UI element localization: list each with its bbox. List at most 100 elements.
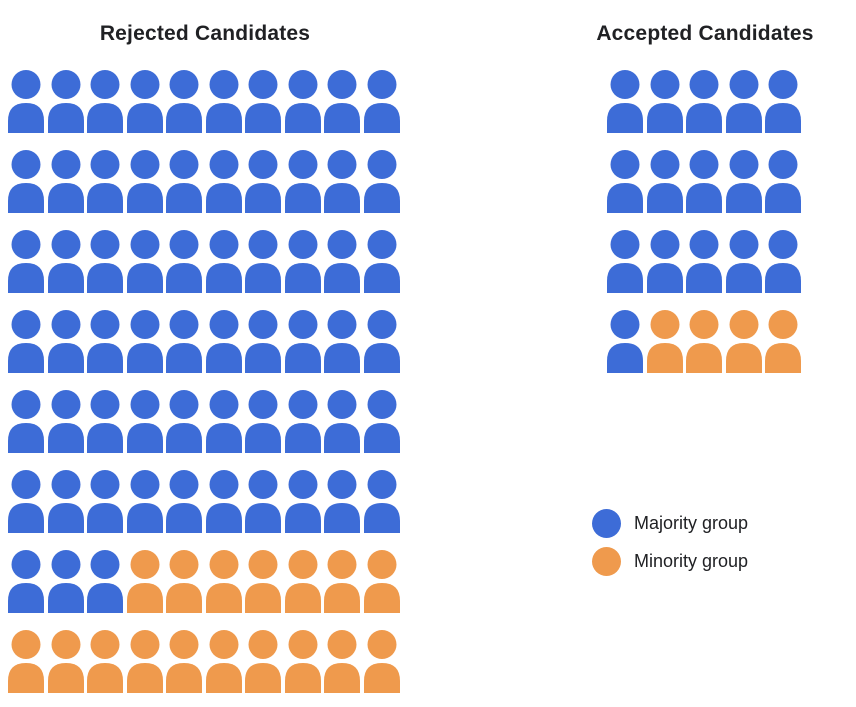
person-icon (607, 70, 643, 133)
person-icon (205, 70, 242, 133)
person-icon (284, 470, 321, 533)
person-icon (686, 70, 722, 133)
person-icon (363, 70, 400, 133)
person-icon (646, 150, 683, 213)
person-icon (765, 150, 801, 213)
person-icon (607, 150, 643, 213)
person-icon (725, 70, 762, 133)
person-icon (324, 150, 360, 213)
person-icon (126, 390, 163, 453)
person-icon (166, 70, 202, 133)
person-icon (87, 150, 123, 213)
person-icon (245, 230, 281, 293)
person-icon (324, 470, 360, 533)
person-icon (8, 470, 44, 533)
person-icon (245, 470, 281, 533)
person-icon (8, 390, 44, 453)
person-icon (725, 150, 762, 213)
person-icon (686, 310, 722, 373)
person-icon (646, 310, 683, 373)
person-icon (8, 150, 44, 213)
person-icon (47, 390, 84, 453)
person-icon (166, 230, 202, 293)
person-icon (646, 230, 683, 293)
person-icon (8, 550, 44, 613)
person-icon (47, 550, 84, 613)
person-icon (87, 550, 123, 613)
person-icon (47, 630, 84, 693)
person-icon (686, 230, 722, 293)
person-icon (363, 550, 400, 613)
person-icon (363, 310, 400, 373)
person-icon (245, 630, 281, 693)
person-icon (126, 310, 163, 373)
person-icon (166, 550, 202, 613)
person-icon (87, 470, 123, 533)
person-icon (87, 230, 123, 293)
person-icon (126, 150, 163, 213)
rejected-candidates-grid (8, 70, 400, 693)
person-icon (87, 70, 123, 133)
person-icon (87, 310, 123, 373)
person-icon (47, 470, 84, 533)
majority-group-label: Majority group (634, 513, 749, 533)
person-icon (765, 310, 801, 373)
person-icon (8, 70, 44, 133)
person-icon (284, 70, 321, 133)
person-icon (363, 630, 400, 693)
person-icon (284, 230, 321, 293)
person-icon (166, 630, 202, 693)
person-icon (324, 230, 360, 293)
person-icon (765, 230, 801, 293)
accepted-candidates-grid (607, 70, 801, 373)
person-icon (284, 630, 321, 693)
person-icon (126, 230, 163, 293)
person-icon (284, 150, 321, 213)
person-icon (205, 310, 242, 373)
person-icon (126, 550, 163, 613)
person-icon (245, 150, 281, 213)
legend-item-majority: Majority group (592, 509, 748, 538)
person-icon (166, 390, 202, 453)
person-icon (245, 390, 281, 453)
minority-group-label: Minority group (634, 551, 749, 571)
person-icon (205, 630, 242, 693)
accepted-candidates-title: Accepted Candidates (596, 22, 814, 45)
person-icon (284, 390, 321, 453)
rejected-candidates-title: Rejected Candidates (99, 22, 311, 45)
person-icon (87, 630, 123, 693)
person-icon (363, 390, 400, 453)
person-icon (205, 470, 242, 533)
person-icon (284, 550, 321, 613)
person-icon (725, 310, 762, 373)
person-icon (324, 390, 360, 453)
person-icon (284, 310, 321, 373)
person-icon (765, 70, 801, 133)
person-icon (324, 550, 360, 613)
person-icon (8, 230, 44, 293)
person-icon (363, 470, 400, 533)
person-icon (205, 390, 242, 453)
person-icon (324, 70, 360, 133)
person-icon (607, 310, 643, 373)
person-icon (363, 230, 400, 293)
person-icon (126, 70, 163, 133)
person-icon (47, 70, 84, 133)
person-icon (126, 630, 163, 693)
legend: Majority group Minority group (592, 509, 748, 576)
person-icon (245, 310, 281, 373)
person-icon (363, 150, 400, 213)
person-icon (205, 550, 242, 613)
person-icon (686, 150, 722, 213)
person-icon (47, 310, 84, 373)
person-icon (324, 310, 360, 373)
person-icon (47, 150, 84, 213)
person-icon (8, 310, 44, 373)
person-icon (245, 550, 281, 613)
person-icon (87, 390, 123, 453)
person-icon (725, 230, 762, 293)
person-icon (126, 470, 163, 533)
person-icon (47, 230, 84, 293)
minority-group-swatch-icon (592, 547, 621, 576)
person-icon (166, 470, 202, 533)
